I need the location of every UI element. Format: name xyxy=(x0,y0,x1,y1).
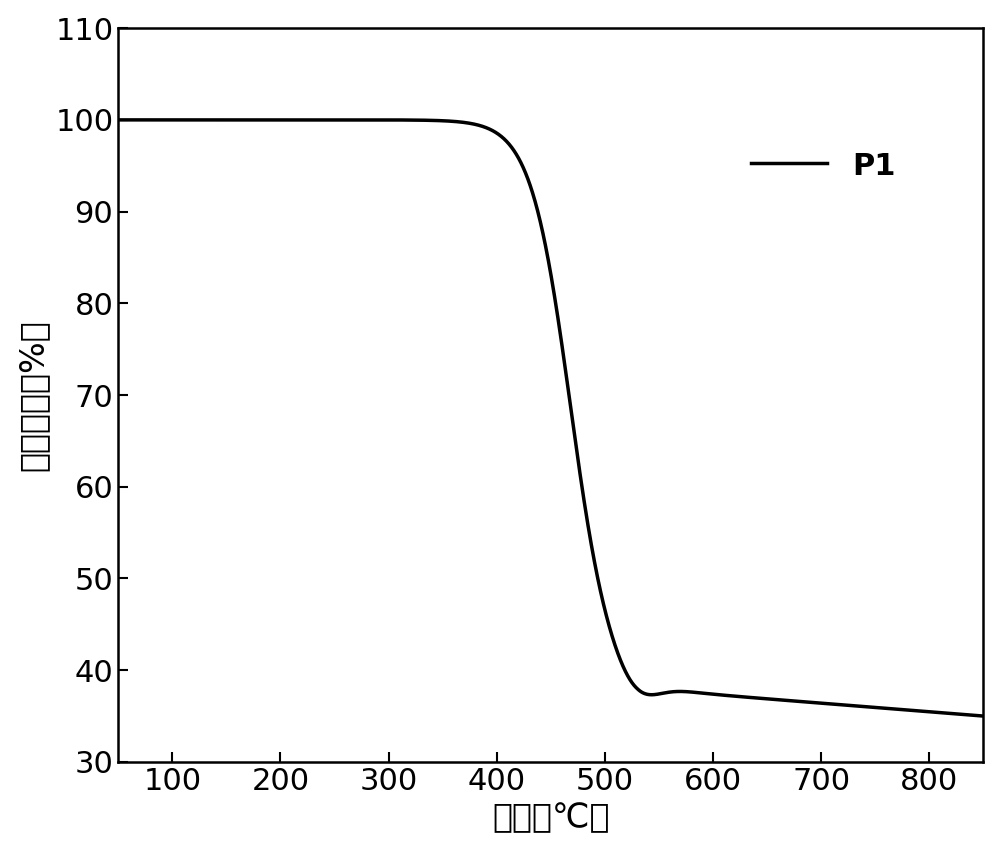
Y-axis label: 质量分数（%）: 质量分数（%） xyxy=(17,319,50,471)
P1 xyxy=(262,115,274,125)
P1 xyxy=(977,711,989,721)
X-axis label: 温度（℃）: 温度（℃） xyxy=(492,802,610,834)
P1 xyxy=(112,115,124,125)
P1 xyxy=(867,702,879,712)
Legend: P1: P1 xyxy=(739,139,907,193)
Line: P1: P1 xyxy=(118,120,983,716)
P1 xyxy=(444,116,456,126)
P1 xyxy=(960,710,972,720)
P1 xyxy=(481,123,493,134)
P1 xyxy=(211,115,223,125)
